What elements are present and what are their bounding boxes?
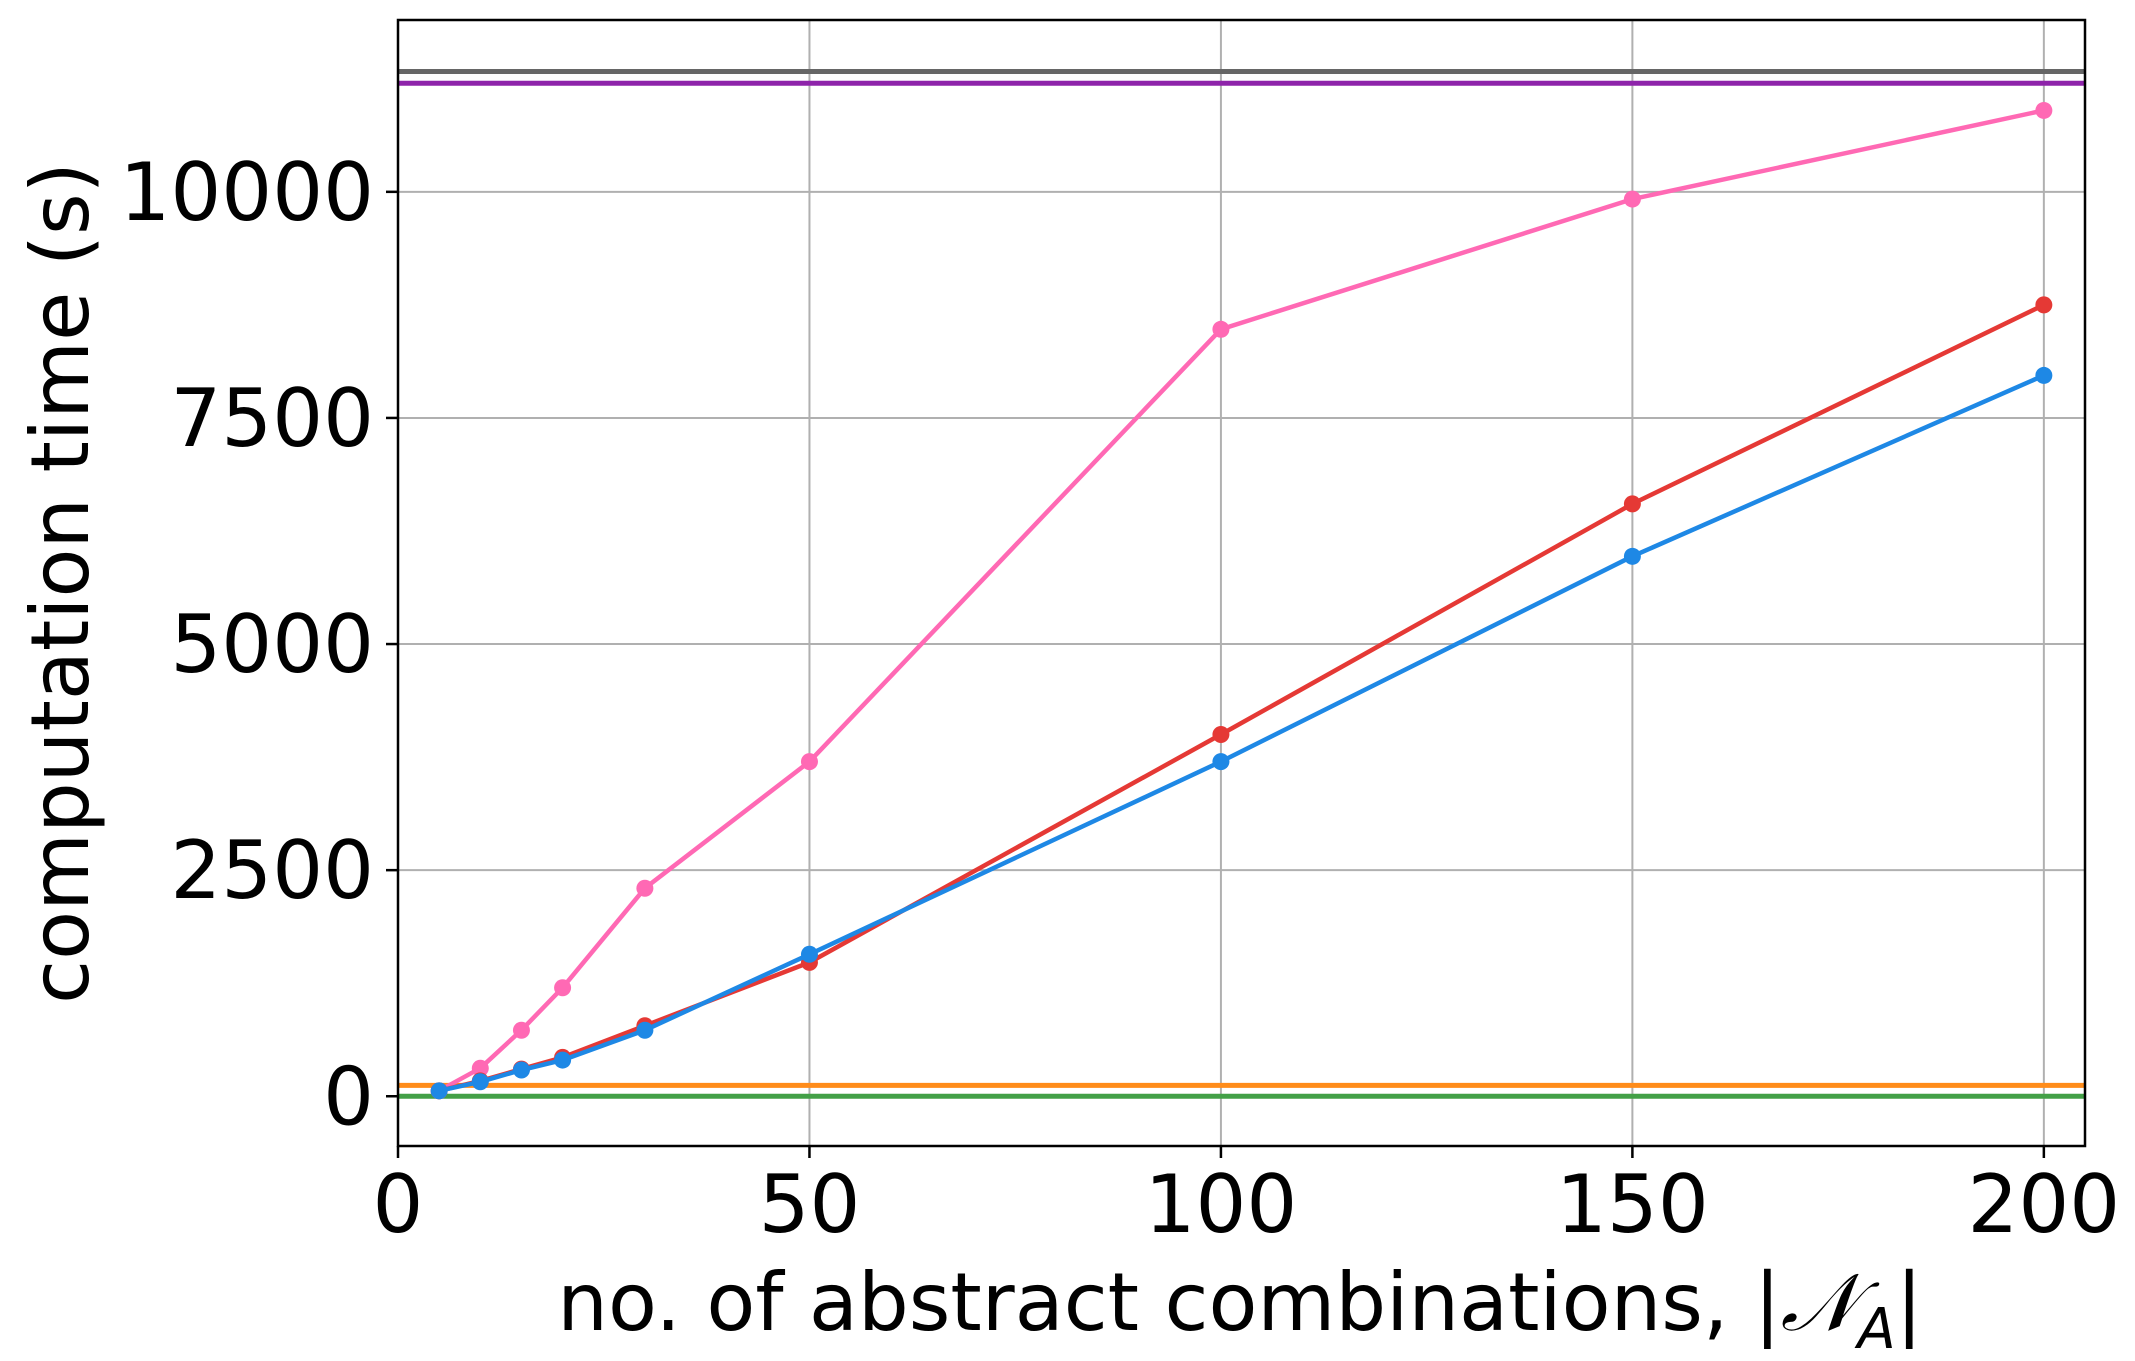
x-axis-label-text: no. of abstract combinations, | <box>557 1256 1781 1350</box>
data-point <box>636 879 654 897</box>
data-point <box>1212 320 1230 338</box>
y-tick-label: 10000 <box>120 146 375 239</box>
y-axis-label: computation time (s) <box>14 162 107 1004</box>
x-ticks: 0 50 100 150 200 <box>373 1146 2121 1251</box>
data-point <box>800 945 818 963</box>
data-point <box>2035 101 2053 119</box>
data-point <box>2035 296 2053 314</box>
y-tick-label: 7500 <box>170 372 374 465</box>
x-tick-label: 100 <box>1145 1158 1298 1251</box>
data-point <box>2035 366 2053 384</box>
series <box>430 101 2053 1100</box>
plot-frame <box>396 18 2087 1148</box>
y-tick-label: 2500 <box>170 824 374 917</box>
data-point <box>1623 190 1641 208</box>
series-line <box>438 302 2045 1093</box>
data-point <box>471 1059 489 1077</box>
series-line <box>438 108 2045 1093</box>
reference-lines <box>398 69 2085 1099</box>
data-point <box>471 1073 489 1091</box>
y-tick-label: 0 <box>323 1050 374 1143</box>
x-axis-label-subscript: A <box>1854 1297 1895 1361</box>
x-tick-label: 200 <box>1968 1158 2121 1251</box>
data-point <box>1623 547 1641 565</box>
data-point <box>1212 725 1230 743</box>
data-series <box>430 101 2053 1100</box>
data-point <box>554 1051 572 1069</box>
data-point <box>1212 753 1230 771</box>
grid-lines <box>397 20 2085 1146</box>
data-point <box>430 1082 448 1100</box>
x-tick-label: 150 <box>1556 1158 1709 1251</box>
data-point <box>636 1021 654 1039</box>
data-point <box>800 753 818 771</box>
series <box>430 366 2053 1100</box>
y-tick-label: 5000 <box>170 598 374 691</box>
series-line <box>438 373 2045 1093</box>
series <box>430 296 2053 1100</box>
data-point <box>554 979 572 997</box>
x-tick-label: 50 <box>759 1158 861 1251</box>
x-tick-label: 0 <box>373 1158 424 1251</box>
data-point <box>512 1021 530 1039</box>
x-axis-label-bar: | <box>1896 1256 1923 1350</box>
x-axis-label: no. of abstract combinations, |𝒩A| <box>557 1256 1922 1361</box>
data-point <box>512 1061 530 1079</box>
data-point <box>1623 495 1641 513</box>
y-ticks: 0 2500 5000 7500 10000 <box>120 146 398 1143</box>
